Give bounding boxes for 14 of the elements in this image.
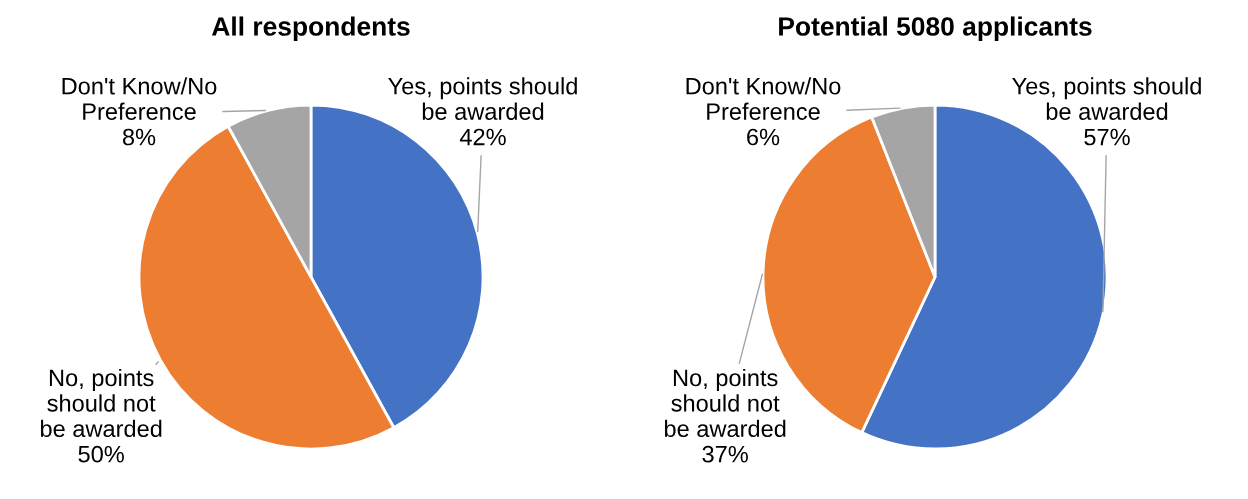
chart-title: Potential 5080 applicants (779, 16, 1092, 42)
slice-label: Don't Know/No Preference (686, 77, 841, 120)
data-label: 42% (459, 128, 506, 146)
slice-label: No, points should not be awarded (664, 368, 786, 438)
data-label: 50% (78, 445, 124, 463)
data-label: 6% (747, 128, 780, 146)
slice-label: Yes, points should be awarded (388, 77, 577, 120)
slice-label: No, points should not be awarded (40, 368, 162, 438)
slice-label: Don't Know/No Preference (62, 77, 217, 120)
data-label: 37% (702, 445, 748, 463)
data-label: 8% (122, 128, 156, 146)
data-label: 57% (1084, 128, 1130, 146)
chart-title: All respondents (211, 16, 410, 42)
slice-label: Yes, points should be awarded (1012, 77, 1201, 120)
